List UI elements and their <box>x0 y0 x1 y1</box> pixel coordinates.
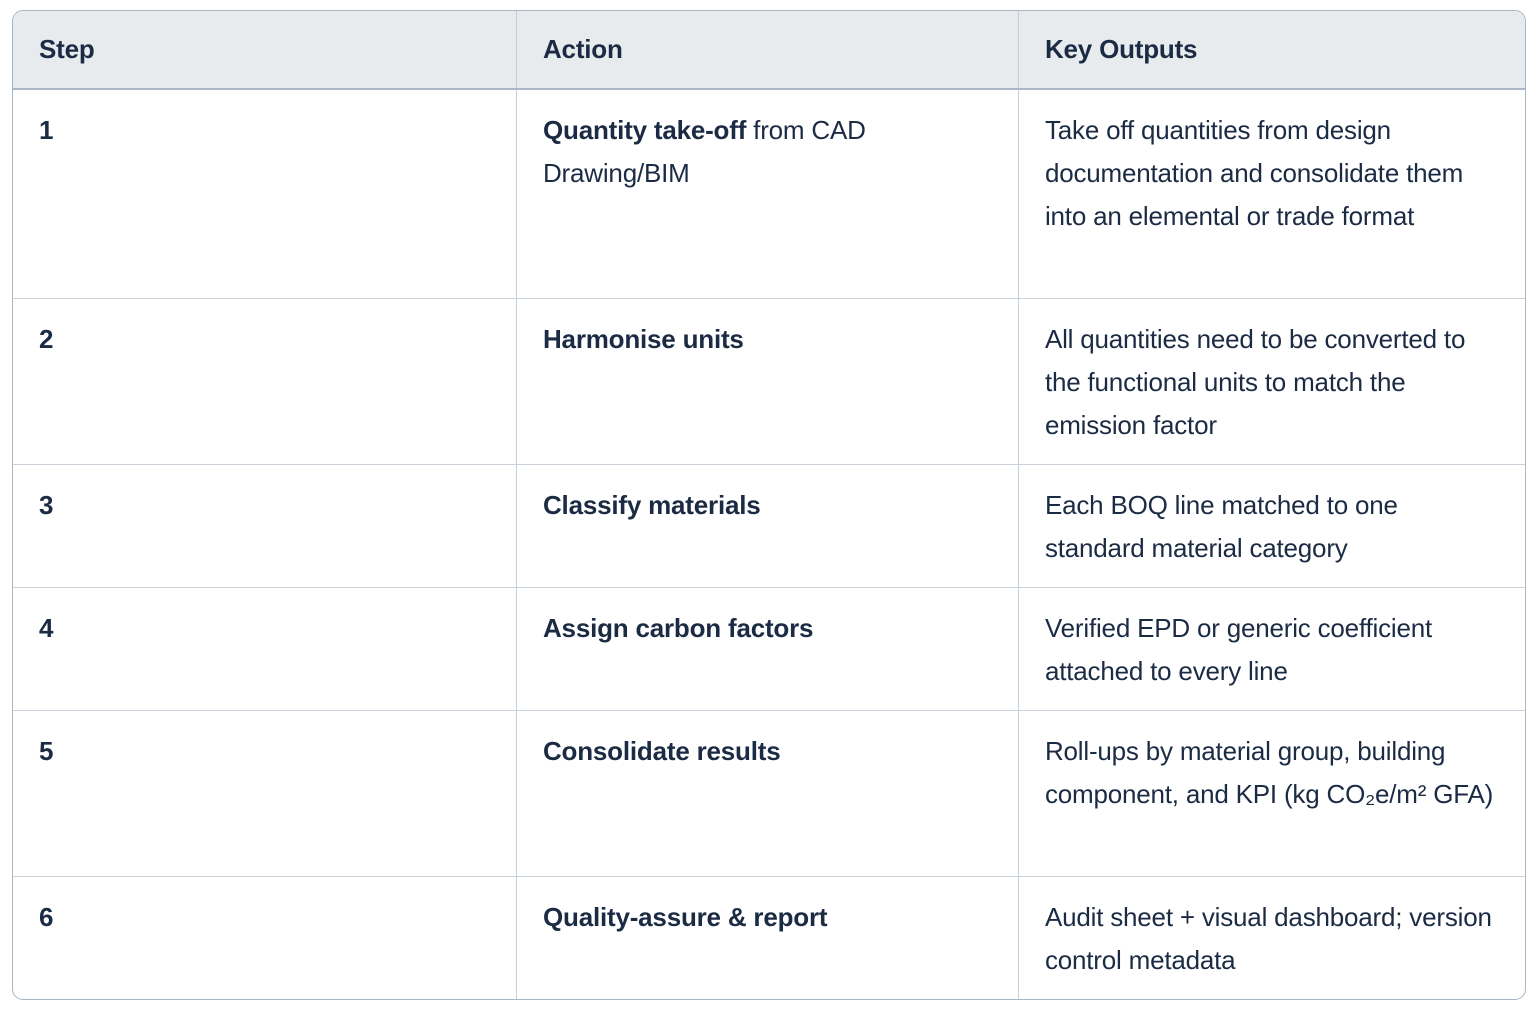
process-table: Step Action Key Outputs 1 Quantity take-… <box>13 11 1525 999</box>
key-output-cell: Each BOQ line matched to one standard ma… <box>1017 463 1525 587</box>
action-bold-text: Harmonise units <box>542 323 744 354</box>
step-cell: 4 <box>13 586 517 710</box>
key-output-cell: Verified EPD or generic coefficient atta… <box>1017 586 1525 710</box>
action-rest-text: from CAD Drawing/BIM <box>542 115 866 188</box>
action-bold-text: Quantity take-off <box>542 115 747 145</box>
step-cell: 6 <box>13 875 517 999</box>
table-row: 5 Consolidate results Roll-ups by materi… <box>13 709 1525 876</box>
key-output-cell: Roll-ups by material group, building com… <box>1017 709 1525 876</box>
table-row: 2 Harmonise units All quantities need to… <box>13 297 1525 464</box>
column-header-action: Action <box>515 11 1019 90</box>
key-output-cell: Take off quantities from design document… <box>1017 89 1525 298</box>
key-output-cell: All quantities need to be converted to t… <box>1017 297 1525 464</box>
header-row: Step Action Key Outputs <box>13 11 1525 90</box>
column-header-step: Step <box>13 11 517 90</box>
action-bold-text: Consolidate results <box>542 735 781 766</box>
table-row: 4 Assign carbon factors Verified EPD or … <box>13 586 1525 710</box>
table-row: 6 Quality-assure & report Audit sheet + … <box>13 875 1525 999</box>
process-table-card: Step Action Key Outputs 1 Quantity take-… <box>12 10 1526 1000</box>
column-header-key-outputs: Key Outputs <box>1017 11 1525 90</box>
action-cell: Classify materials <box>515 463 1019 587</box>
step-cell: 5 <box>13 709 517 876</box>
step-cell: 1 <box>39 115 54 145</box>
action-cell: Quantity take-off from CAD Drawing/BIM <box>515 89 1019 298</box>
step-cell: 2 <box>13 297 517 464</box>
action-cell: Assign carbon factors <box>515 586 1019 710</box>
table-row: 1 Quantity take-off from CAD Drawing/BIM… <box>13 89 1525 298</box>
step-cell: 3 <box>13 463 517 587</box>
action-cell: Harmonise units <box>515 297 1019 464</box>
action-bold-text: Classify materials <box>542 489 761 520</box>
action-cell: Quality-assure & report <box>515 875 1019 999</box>
table-row: 3 Classify materials Each BOQ line match… <box>13 463 1525 587</box>
key-output-cell: Audit sheet + visual dashboard; version … <box>1017 875 1525 999</box>
action-cell: Consolidate results <box>515 709 1019 876</box>
action-bold-text: Assign carbon factors <box>542 612 814 643</box>
action-bold-text: Quality-assure & report <box>542 901 828 932</box>
